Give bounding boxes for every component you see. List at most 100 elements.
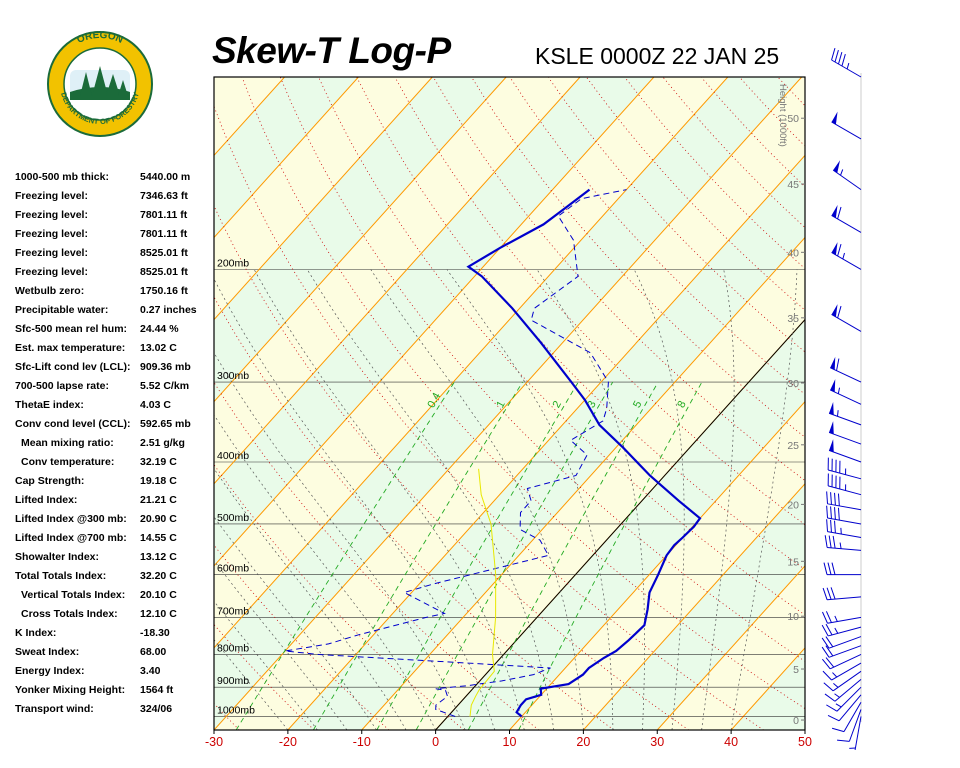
- barb-full: [830, 492, 832, 505]
- barb-full: [826, 491, 829, 504]
- barb-shaft: [838, 694, 862, 722]
- barb-shaft: [832, 169, 862, 191]
- stat-row: 1000-500 mb thick: 5440.00 m: [15, 168, 215, 187]
- stat-value: 20.90 C: [140, 513, 177, 525]
- barb-shaft: [828, 469, 862, 480]
- wind-barb: [822, 662, 862, 681]
- stat-row: Mean mixing ratio: 2.51 g/kg: [15, 434, 215, 453]
- stat-label: Lifted Index @700 mb:: [15, 532, 127, 544]
- stat-value: 12.10 C: [140, 608, 177, 620]
- barb-full: [841, 53, 846, 67]
- barb-full: [834, 520, 836, 534]
- stat-value: 2.51 g/kg: [140, 437, 185, 449]
- barb-full: [822, 670, 832, 681]
- moist-adiabat-line: [214, 516, 377, 730]
- x-tick-label: 20: [576, 735, 590, 749]
- barb-full: [821, 646, 830, 658]
- temperature-line: [466, 188, 702, 718]
- x-tick-label: 50: [798, 735, 812, 749]
- moist-adiabat-line: [214, 559, 348, 730]
- stat-label: Conv temperature:: [21, 456, 115, 468]
- stat-row: Freezing level: 7346.63 ft: [15, 187, 215, 206]
- stat-row: Yonker Mixing Height: 1564 ft: [15, 681, 215, 700]
- barb-full: [834, 492, 836, 506]
- barb-flag: [830, 379, 836, 393]
- wind-barb: [823, 562, 861, 576]
- barb-half: [835, 703, 842, 708]
- stat-row: Sfc-Lift cond lev (LCL): 909.36 mb: [15, 358, 215, 377]
- stat-value: 1750.16 ft: [140, 285, 188, 297]
- wind-barb: [822, 654, 862, 670]
- barb-shaft: [827, 531, 862, 538]
- mixing-ratio-line: [467, 381, 659, 730]
- barb-shaft: [828, 645, 862, 658]
- stat-row: Est. max temperature: 13.02 C: [15, 339, 215, 358]
- stat-value: 68.00: [140, 646, 167, 658]
- wind-barb: [827, 473, 862, 496]
- mixing-ratio-line: [415, 381, 614, 730]
- barb-full: [828, 535, 832, 548]
- moist-adiabat-line: [446, 269, 614, 730]
- wind-barb: [829, 356, 862, 383]
- wind-barb: [826, 505, 862, 525]
- stat-row: Lifted Index: 21.21 C: [15, 491, 215, 510]
- wind-barb: [831, 47, 862, 78]
- stat-label: Lifted Index:: [15, 494, 78, 506]
- moist-adiabat-line: [536, 269, 645, 730]
- barb-shaft: [827, 546, 862, 551]
- barb-shaft: [831, 214, 862, 233]
- barb-full: [822, 611, 828, 624]
- stat-row: Freezing level: 7801.11 ft: [15, 206, 215, 225]
- pressure-label: 600mb: [217, 563, 249, 575]
- barb-shaft: [829, 367, 862, 383]
- stability-indices-panel: 1000-500 mb thick: 5440.00 m Freezing leve…: [15, 168, 215, 719]
- barb-shaft: [831, 662, 862, 681]
- barb-shaft: [828, 412, 862, 426]
- x-tick-label: 10: [503, 735, 517, 749]
- stat-label: Freezing level:: [15, 228, 88, 240]
- oregon-forestry-logo: OREGON DEPARTMENT OF FORESTRY: [47, 30, 153, 137]
- barb-shaft: [848, 709, 862, 742]
- sounding-curves: [285, 188, 702, 718]
- stat-label: Freezing level:: [15, 266, 88, 278]
- barb-shaft: [854, 716, 862, 751]
- barb-half: [834, 627, 839, 634]
- wind-barb: [849, 716, 862, 751]
- isotherm-line: [656, 565, 805, 730]
- wind-barb: [831, 111, 862, 140]
- dry-adiabat-line: [509, 77, 805, 395]
- barb-half: [846, 62, 850, 70]
- barb-half: [837, 387, 841, 394]
- mixing-ratio-label: 2: [551, 399, 564, 410]
- barb-flag: [830, 356, 836, 370]
- station-time-label: KSLE 0000Z 22 JAN 25: [535, 43, 780, 69]
- barb-shaft: [831, 121, 862, 140]
- stat-label: Freezing level:: [15, 209, 88, 221]
- barb-flag: [831, 304, 838, 317]
- stat-label: Lifted Index @300 mb:: [15, 513, 127, 525]
- height-tick-label: 50: [787, 113, 799, 125]
- stat-value: 8525.01 ft: [140, 247, 188, 259]
- isotherm-line: [214, 77, 729, 649]
- x-tick-label: -10: [353, 735, 371, 749]
- barb-flag: [831, 111, 838, 125]
- stat-row: Conv cond level (CCL): 592.65 mb: [15, 415, 215, 434]
- stat-value: 32.19 C: [140, 456, 177, 468]
- chart-title: Skew-T Log-P: [212, 30, 451, 71]
- pressure-label: 500mb: [217, 512, 249, 524]
- barb-full: [826, 587, 832, 600]
- stat-label: Freezing level:: [15, 190, 88, 202]
- stat-row: Freezing level: 8525.01 ft: [15, 263, 215, 282]
- barb-half: [837, 410, 839, 417]
- barb-full: [831, 562, 836, 575]
- wind-barb: [826, 686, 862, 712]
- wind-barb: [828, 439, 862, 463]
- wind-barb: [827, 694, 862, 722]
- barb-full: [826, 519, 829, 532]
- barb-full: [826, 704, 838, 712]
- barb-flag: [831, 242, 838, 255]
- barb-full: [837, 305, 842, 319]
- barb-full: [822, 658, 831, 670]
- wind-barb: [826, 519, 862, 538]
